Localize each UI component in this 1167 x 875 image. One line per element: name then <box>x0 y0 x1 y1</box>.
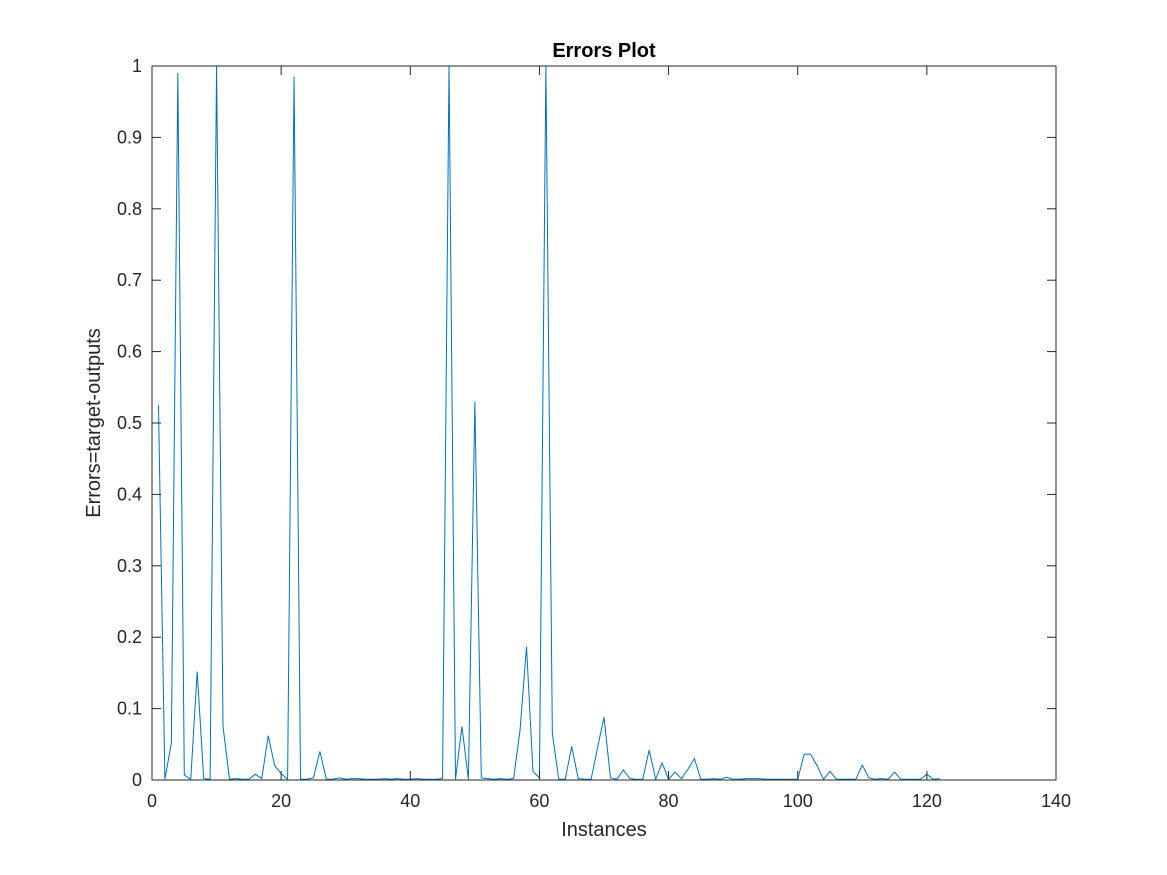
y-tick-label: 0.4 <box>117 484 142 504</box>
y-tick-label: 0.8 <box>117 199 142 219</box>
x-tick-label: 100 <box>783 791 813 811</box>
data-layer <box>157 65 940 782</box>
y-tick-label: 1 <box>132 56 142 76</box>
y-tick-label: 0 <box>132 770 142 790</box>
ticks-layer: 0 20 40 60 80 100 120 140 0 0.1 0.2 0.3 0.4 0.5 0.6 0.7… <box>117 56 1071 811</box>
chart-title: Errors Plot <box>552 40 656 62</box>
x-tick-label: 20 <box>271 791 291 811</box>
y-tick-label: 0.9 <box>117 127 142 147</box>
x-tick-label: 0 <box>147 791 157 811</box>
y-tick-label: 0.1 <box>117 699 142 719</box>
y-tick-label: 0.7 <box>117 270 142 290</box>
x-axis-label: Instances <box>561 819 647 841</box>
y-tick-label: 0.5 <box>117 413 142 433</box>
axes-box <box>151 65 1057 781</box>
series-line <box>157 65 940 782</box>
y-tick-label: 0.3 <box>117 556 142 576</box>
x-tick-label: 120 <box>912 791 942 811</box>
y-tick-label: 0.2 <box>117 627 142 647</box>
x-tick-label: 40 <box>400 791 420 811</box>
x-tick-label: 80 <box>659 791 679 811</box>
plot-area <box>152 66 1056 780</box>
x-tick-label: 60 <box>529 791 549 811</box>
y-axis-label: Errors=target-outputs <box>83 328 105 518</box>
x-tick-label: 140 <box>1041 791 1071 811</box>
y-tick-label: 0.6 <box>117 342 142 362</box>
